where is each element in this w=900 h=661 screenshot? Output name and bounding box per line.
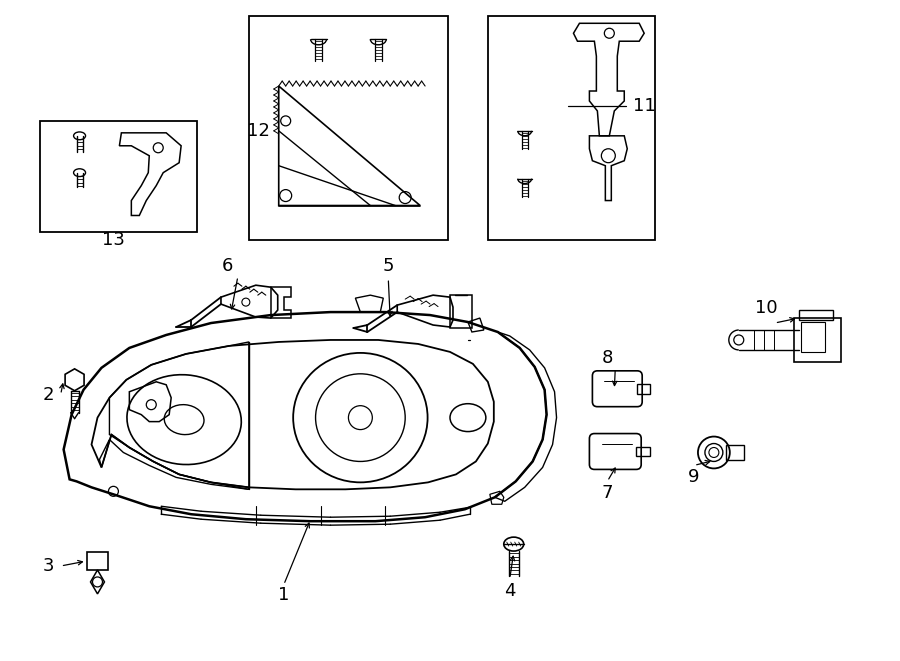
Text: 8: 8 [601,349,613,367]
Bar [725,444,743,461]
Bar [86,552,108,570]
Bar [40,121,197,233]
Text: 5: 5 [382,257,394,275]
Text: 9: 9 [688,469,699,486]
Bar [798,310,833,320]
Bar [800,322,825,352]
Bar [794,318,842,362]
Text: 2: 2 [43,386,54,404]
Text: 3: 3 [43,557,54,575]
Bar [637,384,650,394]
Text: 4: 4 [504,582,516,600]
Bar [488,17,655,241]
Text: 7: 7 [601,485,613,502]
Text: 1: 1 [278,586,290,604]
Text: 12: 12 [248,122,270,140]
Text: 11: 11 [633,97,655,115]
Text: 6: 6 [222,257,234,275]
Bar [450,295,472,328]
Bar [636,447,650,457]
Text: 10: 10 [755,299,778,317]
Bar [248,17,448,241]
Text: 13: 13 [102,231,125,249]
